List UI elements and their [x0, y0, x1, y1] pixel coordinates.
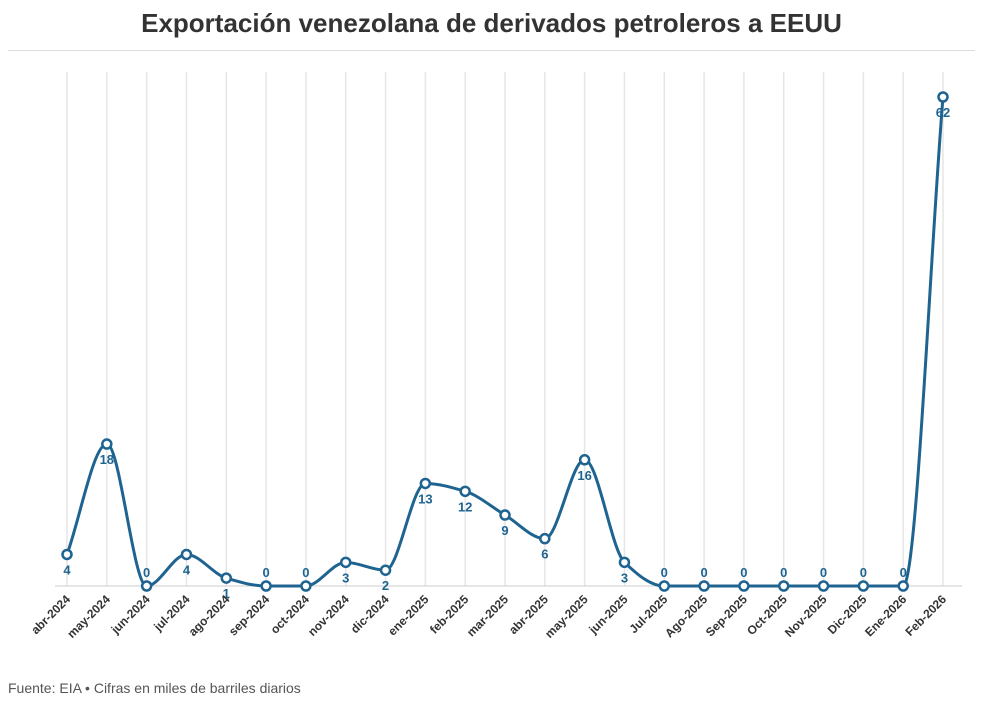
data-point — [300, 580, 312, 592]
data-point — [738, 580, 750, 592]
x-tick-label: Ago-2025 — [662, 592, 710, 640]
data-point — [499, 509, 511, 521]
data-point — [220, 572, 233, 584]
x-tick-label: jun-2025 — [586, 592, 631, 637]
data-point — [777, 580, 790, 592]
x-tick-label: Ene-2026 — [862, 592, 909, 639]
data-point — [658, 580, 671, 592]
data-label: 1 — [223, 586, 230, 601]
data-point — [937, 91, 949, 103]
data-label: 18 — [100, 452, 114, 467]
data-points — [61, 91, 949, 592]
data-label: 13 — [418, 491, 432, 506]
data-point — [857, 580, 870, 592]
x-tick-label: Nov-2025 — [782, 592, 830, 640]
data-point — [539, 532, 551, 545]
x-tick-label: Feb-2026 — [902, 592, 949, 639]
data-point — [339, 556, 352, 569]
data-label: 0 — [900, 565, 907, 580]
x-tick-label: nov-2024 — [305, 592, 352, 639]
data-label: 9 — [501, 523, 508, 538]
data-label: 4 — [183, 562, 191, 577]
data-label: 0 — [700, 565, 707, 580]
data-label: 0 — [143, 565, 150, 580]
data-point — [459, 485, 471, 498]
data-label: 62 — [936, 105, 950, 120]
x-tick-label: may-2025 — [542, 592, 591, 641]
x-tick-label: jun-2024 — [108, 592, 153, 637]
data-point — [379, 564, 392, 576]
source-note: Fuente: EIA • Cifras en miles de barrile… — [8, 680, 301, 696]
data-label: 0 — [740, 565, 747, 580]
x-tick-labels: abr-2024may-2024jun-2024jul-2024ago-2024… — [28, 592, 949, 641]
x-tick-label: may-2024 — [64, 592, 113, 641]
data-point — [817, 580, 830, 592]
data-label: 3 — [621, 570, 628, 585]
data-point — [698, 580, 710, 592]
x-tick-label: ene-2025 — [385, 592, 431, 638]
data-point — [578, 454, 591, 466]
data-point — [897, 580, 909, 592]
data-point — [419, 477, 432, 490]
data-label: 4 — [63, 562, 71, 577]
data-point — [618, 556, 631, 569]
x-tick-label: Sep-2025 — [703, 592, 750, 639]
data-label: 0 — [661, 565, 668, 580]
chart-title: Exportación venezolana de derivados petr… — [141, 8, 842, 38]
data-label: 16 — [577, 468, 591, 483]
data-label: 3 — [342, 570, 349, 585]
data-point — [101, 438, 113, 450]
data-label: 2 — [382, 578, 389, 593]
data-label: 0 — [860, 565, 867, 580]
data-label: 12 — [458, 499, 472, 514]
data-label: 6 — [541, 547, 548, 562]
series-line — [65, 96, 945, 588]
data-label: 0 — [302, 565, 309, 580]
x-tick-label: mar-2025 — [464, 592, 511, 639]
data-point — [180, 548, 193, 561]
gridlines — [66, 72, 944, 586]
data-labels: 4 18 0 4 1 0 0 3 2 13 12 9 6 16 3 0 0 0 0 0 0 0 62 — [63, 105, 950, 601]
data-point — [260, 580, 272, 592]
x-tick-label: sep-2024 — [226, 592, 272, 638]
data-label: 0 — [820, 565, 827, 580]
data-point — [140, 580, 153, 592]
x-tick-label: ago-2024 — [186, 592, 233, 639]
data-label: 0 — [780, 565, 787, 580]
data-label: 0 — [262, 565, 269, 580]
data-point — [61, 548, 73, 561]
title-divider — [8, 50, 975, 51]
